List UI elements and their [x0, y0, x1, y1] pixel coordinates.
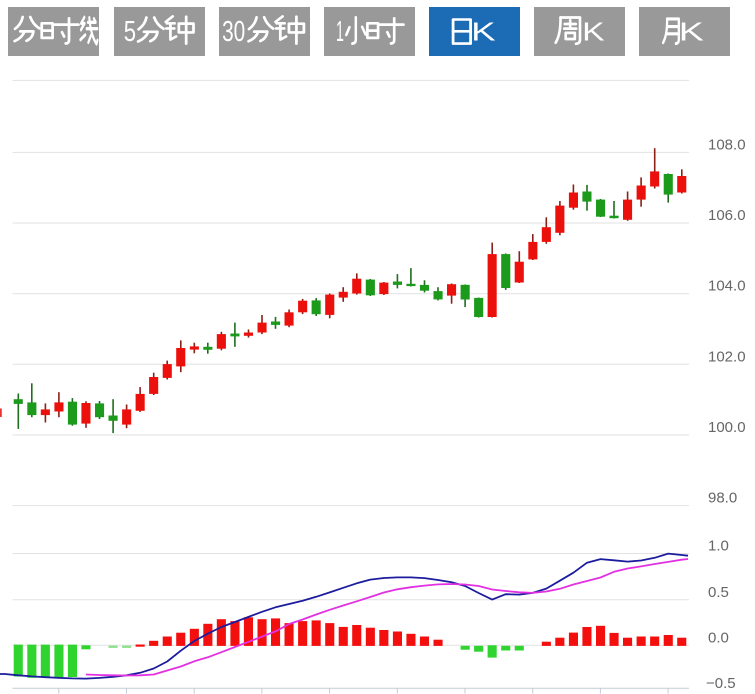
svg-text:−0.5: −0.5	[706, 675, 736, 692]
svg-text:0.5: 0.5	[708, 584, 729, 601]
svg-text:104.0: 104.0	[708, 278, 746, 295]
svg-text:30: 30	[222, 16, 245, 48]
svg-text:102.0: 102.0	[708, 348, 746, 365]
svg-text:K: K	[471, 16, 496, 46]
svg-text:K: K	[679, 16, 705, 46]
svg-text:K: K	[582, 16, 605, 46]
svg-text:106.0: 106.0	[708, 207, 746, 224]
svg-text:108.0: 108.0	[708, 136, 746, 153]
svg-text:1: 1	[336, 16, 344, 48]
svg-text:1.0: 1.0	[708, 538, 729, 555]
svg-text:100.0: 100.0	[708, 419, 746, 436]
svg-text:5: 5	[124, 16, 136, 48]
svg-text:98.0: 98.0	[708, 490, 737, 507]
svg-text:0.0: 0.0	[708, 629, 729, 646]
